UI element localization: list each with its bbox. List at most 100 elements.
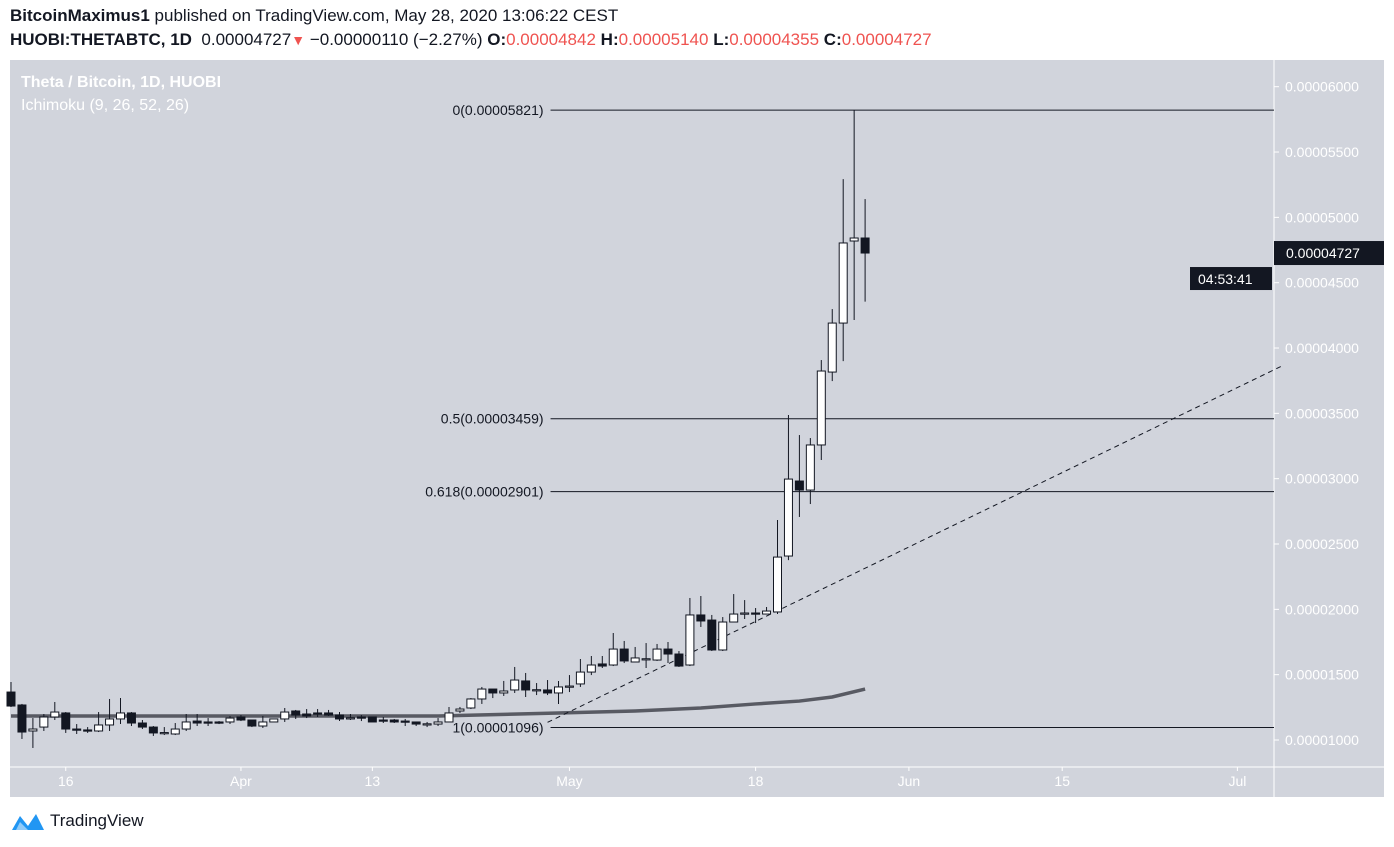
candle-body-up — [280, 711, 290, 720]
candle — [116, 698, 125, 725]
candle-body-up — [477, 688, 487, 700]
dashed-trendline[interactable] — [547, 365, 1282, 723]
candle-body-down — [356, 716, 366, 719]
candle — [83, 727, 93, 733]
candle-body-down — [214, 721, 224, 724]
candle-body-down — [751, 612, 761, 615]
candle-body-up — [116, 712, 125, 720]
candle — [499, 680, 509, 696]
candle — [324, 709, 334, 716]
trendline-layer[interactable] — [547, 365, 1282, 723]
candle-body-up — [773, 556, 782, 613]
candle-body-up — [225, 717, 235, 723]
chart-background — [10, 60, 1384, 797]
candle — [6, 681, 16, 707]
candle — [126, 712, 136, 727]
candle — [72, 724, 82, 734]
countdown-label: 04:53:41 — [1198, 271, 1253, 287]
candle-body-down — [17, 704, 27, 733]
candle — [225, 715, 235, 725]
candle — [575, 658, 585, 687]
tradingview-logo[interactable]: TradingView — [10, 810, 144, 832]
candle — [356, 715, 366, 722]
close-value: 0.00004727 — [841, 30, 932, 49]
candle — [586, 655, 596, 676]
candle — [477, 686, 487, 704]
candle — [148, 726, 158, 736]
candle — [619, 640, 629, 664]
candle-body-down — [521, 680, 531, 691]
open-label: O: — [487, 30, 507, 49]
candle-body-down — [543, 689, 553, 694]
chart-legend-title: Theta / Bitcoin, 1D, HUOBI — [21, 74, 222, 91]
price-tick-label: 0.00001000 — [1285, 732, 1359, 748]
time-tick-label: May — [556, 773, 582, 789]
time-axis[interactable]: 16 Apr 13 May 18 Jun 15 Jul — [58, 767, 1246, 789]
candle — [827, 309, 837, 382]
candle-body-up — [28, 728, 38, 732]
candle — [597, 655, 607, 669]
candle — [663, 642, 673, 664]
candle-body-down — [707, 619, 717, 651]
candle — [510, 666, 520, 693]
high-value: 0.00005140 — [618, 30, 709, 49]
candle — [641, 643, 651, 669]
fib-level-label: 0.618(0.00002901) — [425, 484, 543, 500]
candle — [422, 721, 432, 728]
candle-body-down — [291, 710, 301, 716]
price-change: −0.00000110 (−2.27%) — [309, 30, 483, 49]
price-tick-label: 0.00005500 — [1285, 144, 1359, 160]
fib-retracement[interactable]: 0(0.00005821) 0.5(0.00003459) 0.618(0.0000… — [425, 102, 1274, 735]
candle-body-up — [729, 613, 739, 623]
candle — [17, 703, 27, 739]
candle — [94, 712, 104, 733]
candle — [838, 179, 848, 362]
last-price: 0.00004727 — [201, 30, 292, 49]
candle — [564, 675, 574, 693]
candle-body-down — [192, 720, 202, 724]
candle — [773, 519, 782, 615]
candle — [805, 438, 815, 505]
price-tick-label: 0.00003500 — [1285, 405, 1359, 421]
price-tick-label: 0.00005000 — [1285, 209, 1359, 225]
last-price-box — [1274, 241, 1384, 266]
time-tick-label: Jun — [898, 773, 921, 789]
candle-body-down — [389, 719, 399, 723]
candle-body-down — [378, 719, 388, 722]
candle-body-up — [849, 237, 859, 242]
candle — [214, 721, 224, 725]
author-name[interactable]: BitcoinMaximus1 — [10, 6, 150, 25]
candle-body-up — [740, 612, 750, 615]
candle — [630, 646, 640, 663]
candle-body-up — [466, 698, 476, 709]
candle-body-down — [794, 480, 804, 491]
candle — [411, 721, 421, 727]
candle-body-up — [444, 712, 454, 723]
candle — [39, 713, 49, 731]
candle — [291, 709, 301, 719]
candle — [740, 600, 750, 620]
candle — [816, 360, 826, 460]
logo-text: TradingView — [50, 811, 144, 830]
candle-body-down — [313, 712, 323, 715]
candle — [236, 715, 246, 722]
candle — [608, 632, 618, 667]
price-axis[interactable]: 0.00001000 0.00001500 0.00002000 0.00002500… — [1274, 79, 1359, 748]
candle-body-up — [105, 718, 115, 726]
candle — [674, 651, 684, 667]
candle-body-down — [335, 714, 344, 720]
price-tick-label: 0.00006000 — [1285, 79, 1359, 95]
indicator-legend[interactable]: Ichimoku (9, 26, 52, 26) — [21, 97, 190, 114]
candle — [367, 716, 377, 723]
candle — [488, 688, 498, 699]
high-label: H: — [600, 30, 619, 49]
candle-body-down — [488, 688, 498, 694]
candle — [762, 606, 772, 615]
candle — [203, 718, 213, 727]
candle-body-up — [652, 648, 662, 661]
candle — [532, 683, 542, 696]
candle-body-up — [783, 478, 793, 557]
time-tick-label: 18 — [748, 773, 764, 789]
candle-body-down — [597, 663, 607, 667]
